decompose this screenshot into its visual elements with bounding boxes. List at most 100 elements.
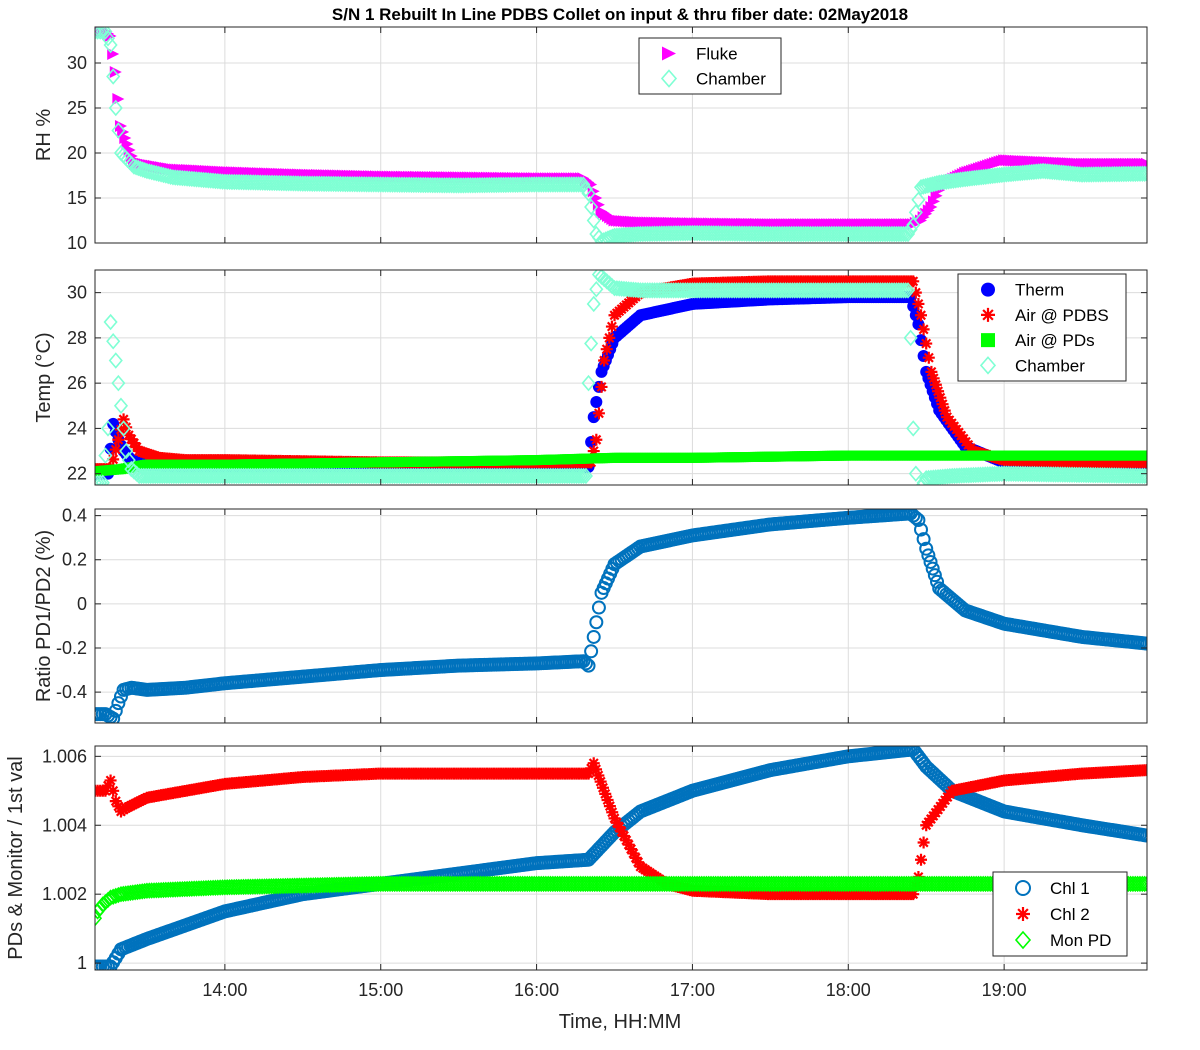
- data-point: [99, 784, 112, 797]
- data-point: [148, 467, 163, 485]
- axes-box: [94, 745, 1148, 971]
- legend-label: Chamber: [1015, 356, 1085, 375]
- series-layer: [95, 509, 1147, 723]
- data-point: [206, 879, 221, 897]
- data-point: [229, 878, 244, 896]
- y-axis-label: Temp (°C): [33, 332, 55, 422]
- data-point: [151, 881, 166, 899]
- data-point: [250, 878, 265, 895]
- data-point: [252, 878, 267, 895]
- data-point: [581, 185, 596, 202]
- legend-marker: [1014, 930, 1032, 950]
- data-point: [296, 877, 312, 894]
- data-point: [909, 286, 922, 299]
- data-point: [1137, 875, 1147, 893]
- data-point: [589, 281, 604, 298]
- data-point: [889, 225, 904, 243]
- data-point: [143, 467, 158, 485]
- data-point: [189, 880, 204, 897]
- data-point: [617, 829, 630, 842]
- y-tick-label: 20: [67, 143, 87, 163]
- data-point: [584, 198, 599, 216]
- data-point: [177, 880, 192, 898]
- data-point: [975, 466, 990, 483]
- data-point: [245, 878, 260, 895]
- y-axis-label: PDs & Monitor / 1st val: [5, 756, 27, 959]
- data-point: [299, 877, 314, 894]
- data-point: [369, 875, 384, 893]
- data-point: [922, 351, 935, 364]
- data-point: [156, 881, 171, 899]
- data-point: [591, 600, 606, 615]
- data-point: [907, 888, 920, 901]
- data-point: [134, 467, 149, 485]
- data-point: [338, 876, 353, 893]
- data-point: [119, 442, 134, 460]
- data-point: [620, 834, 633, 847]
- data-point: [113, 397, 129, 415]
- data-point: [203, 879, 218, 897]
- data-point: [848, 225, 863, 243]
- data-point: [357, 875, 372, 893]
- data-point: [345, 876, 360, 893]
- data-point: [861, 225, 877, 243]
- data-point: [891, 225, 906, 243]
- data-point: [857, 282, 872, 299]
- data-point: [859, 225, 874, 243]
- data-point: [187, 880, 202, 897]
- data-point: [576, 467, 591, 485]
- data-point: [136, 467, 151, 485]
- data-point: [1107, 165, 1122, 183]
- data-point: [627, 847, 640, 860]
- data-point: [215, 879, 230, 896]
- data-point: [1093, 166, 1108, 183]
- data-point: [306, 877, 321, 894]
- data-point: [1095, 166, 1110, 183]
- data-point: [1140, 636, 1147, 651]
- x-tick-label: 18:00: [826, 980, 871, 1000]
- data-point: [989, 465, 1005, 483]
- data-point: [116, 420, 131, 437]
- data-point: [350, 876, 365, 893]
- x-tick-label: 15:00: [358, 980, 403, 1000]
- data-point: [610, 816, 623, 829]
- data-point: [598, 354, 611, 367]
- y-tick-label: 1.006: [42, 746, 87, 766]
- data-point: [985, 465, 1000, 483]
- y-tick-label: -0.2: [56, 638, 87, 658]
- axes-box: [94, 269, 1148, 486]
- data-point: [1128, 165, 1143, 183]
- data-point: [366, 875, 381, 893]
- data-point: [106, 711, 121, 723]
- data-point: [1137, 165, 1147, 182]
- data-point: [317, 876, 332, 894]
- data-point: [595, 380, 608, 393]
- data-point: [599, 787, 612, 800]
- data-point: [146, 882, 162, 899]
- data-point: [1132, 165, 1147, 183]
- data-point: [903, 329, 918, 347]
- data-point: [850, 225, 865, 243]
- data-point: [1086, 166, 1101, 183]
- data-point: [889, 282, 904, 299]
- data-point: [606, 806, 619, 819]
- data-point: [320, 876, 335, 894]
- data-point: [880, 225, 895, 243]
- legend-marker: [979, 356, 997, 375]
- series-chamber: [95, 270, 1147, 485]
- data-point: [929, 378, 942, 391]
- data-point: [308, 877, 323, 894]
- series-layer: [95, 270, 1147, 485]
- data-point: [142, 882, 157, 899]
- data-point: [111, 374, 126, 392]
- data-point: [841, 282, 856, 299]
- series-ratio: [95, 509, 1147, 723]
- data-point: [303, 877, 318, 894]
- data-point: [109, 443, 122, 456]
- data-point: [310, 877, 325, 894]
- data-point: [285, 877, 300, 895]
- series-air-pds: [95, 450, 1147, 477]
- data-point: [163, 881, 178, 898]
- data-point: [1081, 166, 1097, 183]
- data-point: [625, 843, 638, 856]
